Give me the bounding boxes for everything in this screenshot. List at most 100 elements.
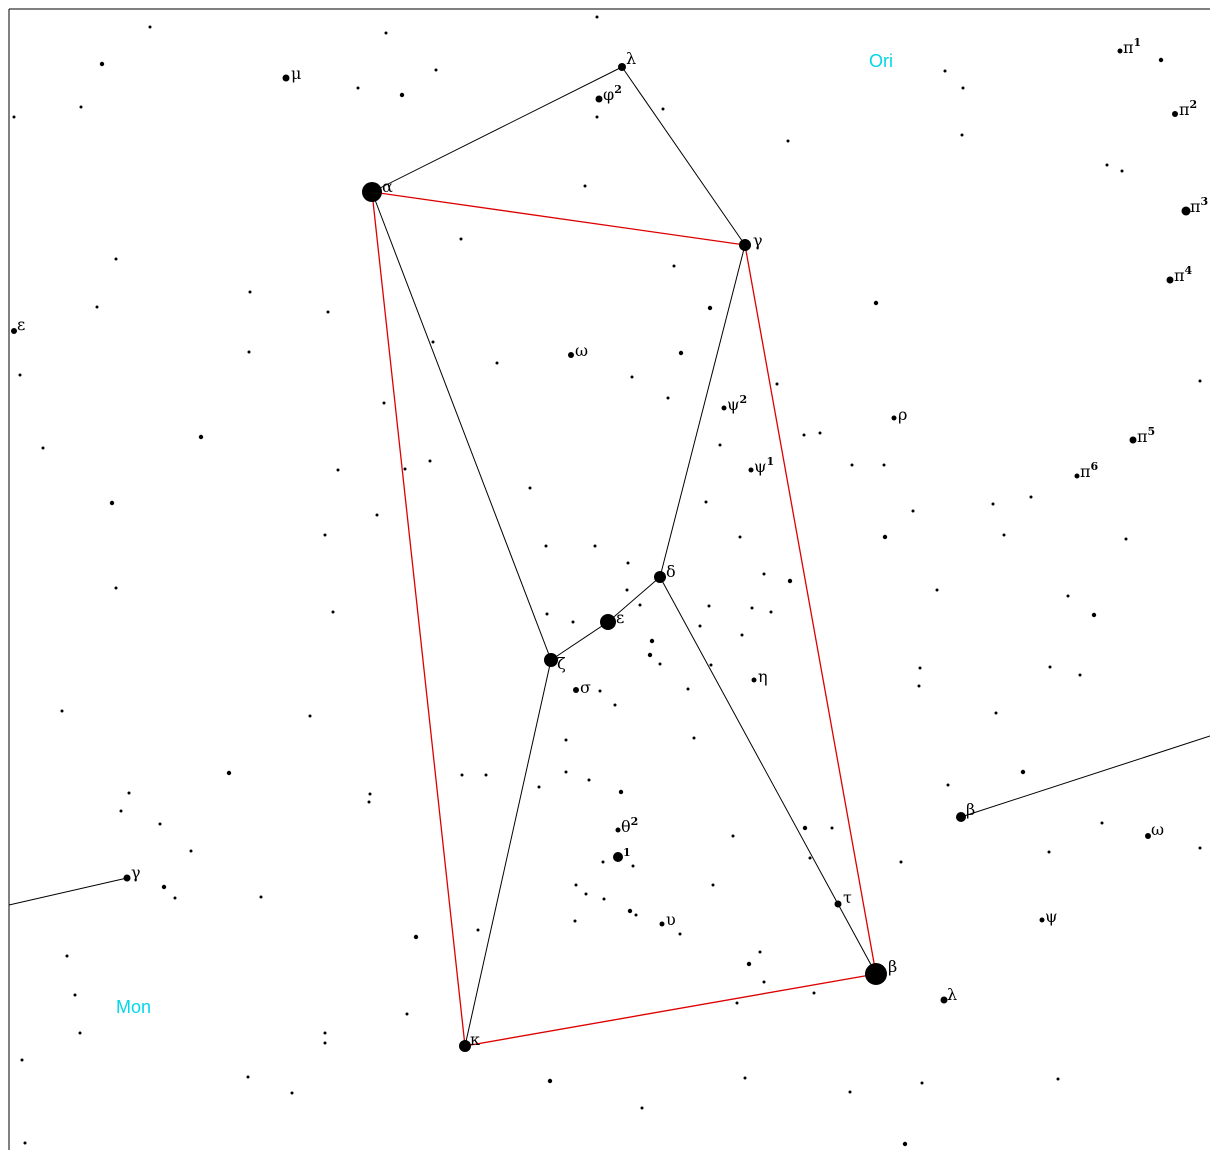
star-pi1-ori: [1117, 48, 1123, 54]
field-star: [259, 895, 263, 899]
label-upsilon: υ: [666, 910, 676, 929]
field-star: [564, 738, 568, 742]
asterism-lines: [371, 191, 877, 1047]
star-pi5-ori: [1129, 436, 1137, 444]
field-star: [528, 486, 532, 490]
star-alpha-ori: [362, 182, 382, 202]
field-star: [626, 561, 630, 565]
label-mu: μ: [291, 64, 301, 83]
field-star: [787, 578, 793, 584]
field-star: [634, 913, 638, 917]
star-pi4-ori: [1166, 276, 1174, 284]
field-star: [946, 783, 950, 787]
field-star: [873, 300, 879, 306]
star-beta-ori: [865, 963, 887, 985]
field-star: [658, 662, 662, 666]
field-star: [18, 373, 22, 377]
field-star: [413, 934, 419, 940]
field-star: [1078, 673, 1082, 677]
field-star: [775, 382, 779, 386]
field-star: [1048, 665, 1052, 669]
field-star: [119, 809, 123, 813]
label-pi6: π6: [1080, 460, 1099, 481]
field-star: [661, 107, 665, 111]
label-gamma-ori: γ: [753, 231, 763, 250]
star-theta1-ori: [613, 852, 623, 862]
label-theta2: θ2: [621, 815, 638, 836]
label-alpha: α: [382, 177, 393, 196]
field-star: [960, 133, 964, 137]
label-kappa: κ: [470, 1030, 480, 1049]
star-mu-ori: [282, 74, 290, 82]
field-star: [428, 459, 432, 463]
star-labels: α β γ δ ε ζ η κ λ μ ω ρ σ τ υ β ω ψ λ γ …: [17, 36, 1208, 1049]
field-star: [148, 25, 152, 29]
field-star: [356, 86, 360, 90]
field-star: [943, 69, 947, 73]
field-star: [743, 1076, 747, 1080]
label-psi-eri: ψ: [1045, 907, 1058, 926]
field-star: [248, 290, 252, 294]
field-star: [323, 1031, 327, 1035]
field-star: [848, 1090, 852, 1094]
field-star: [618, 789, 624, 795]
field-star: [709, 663, 713, 667]
field-star: [631, 864, 635, 868]
star-delta-ori: [654, 571, 666, 583]
field-star: [189, 849, 193, 853]
field-star: [718, 443, 722, 447]
field-star: [73, 993, 77, 997]
star-epsilon-mon: [11, 328, 17, 334]
star-omega-ori: [568, 352, 574, 358]
star-pi6-ori: [1074, 473, 1080, 479]
field-star: [127, 791, 131, 795]
field-star: [308, 714, 312, 718]
label-eta: η: [758, 667, 768, 686]
label-psi2: ψ2: [727, 393, 747, 414]
label-omega-ori: ω: [575, 341, 588, 360]
field-star: [484, 773, 488, 777]
field-star: [638, 603, 642, 607]
field-star: [1056, 1077, 1060, 1081]
star-omega-eri: [1145, 833, 1151, 839]
field-star: [602, 897, 606, 901]
star-upsilon-ori: [659, 921, 665, 927]
field-star: [598, 689, 602, 693]
field-star: [1047, 850, 1051, 854]
field-star: [65, 954, 69, 958]
star-tau-ori: [834, 900, 842, 908]
label-delta: δ: [666, 562, 676, 581]
field-star: [740, 633, 744, 637]
star-lambda-ori: [618, 63, 626, 71]
label-beta-mon: β: [966, 800, 975, 819]
field-star: [902, 1141, 908, 1147]
field-star: [403, 467, 407, 471]
field-star: [935, 588, 939, 592]
field-star: [336, 468, 340, 472]
field-star: [991, 502, 995, 506]
field-star: [750, 606, 754, 610]
field-star: [961, 86, 965, 90]
field-star: [899, 860, 903, 864]
field-star: [246, 1075, 250, 1079]
field-star: [918, 666, 922, 670]
field-star: [547, 1078, 553, 1084]
field-star: [678, 350, 684, 356]
star-lambda-eri: [940, 996, 948, 1004]
field-star: [573, 919, 577, 923]
field-star: [382, 401, 386, 405]
field-star: [323, 533, 327, 537]
field-star: [630, 375, 634, 379]
label-psi1: ψ1: [754, 455, 774, 476]
star-gamma-mon: [123, 874, 131, 882]
field-star: [173, 896, 177, 900]
star-epsilon-ori: [600, 614, 616, 630]
field-star: [367, 800, 371, 804]
star-zeta-ori: [544, 653, 558, 667]
field-star: [786, 139, 790, 143]
label-pi5: π5: [1137, 425, 1155, 446]
field-star: [850, 463, 854, 467]
field-star: [830, 826, 834, 830]
field-star: [431, 340, 435, 344]
